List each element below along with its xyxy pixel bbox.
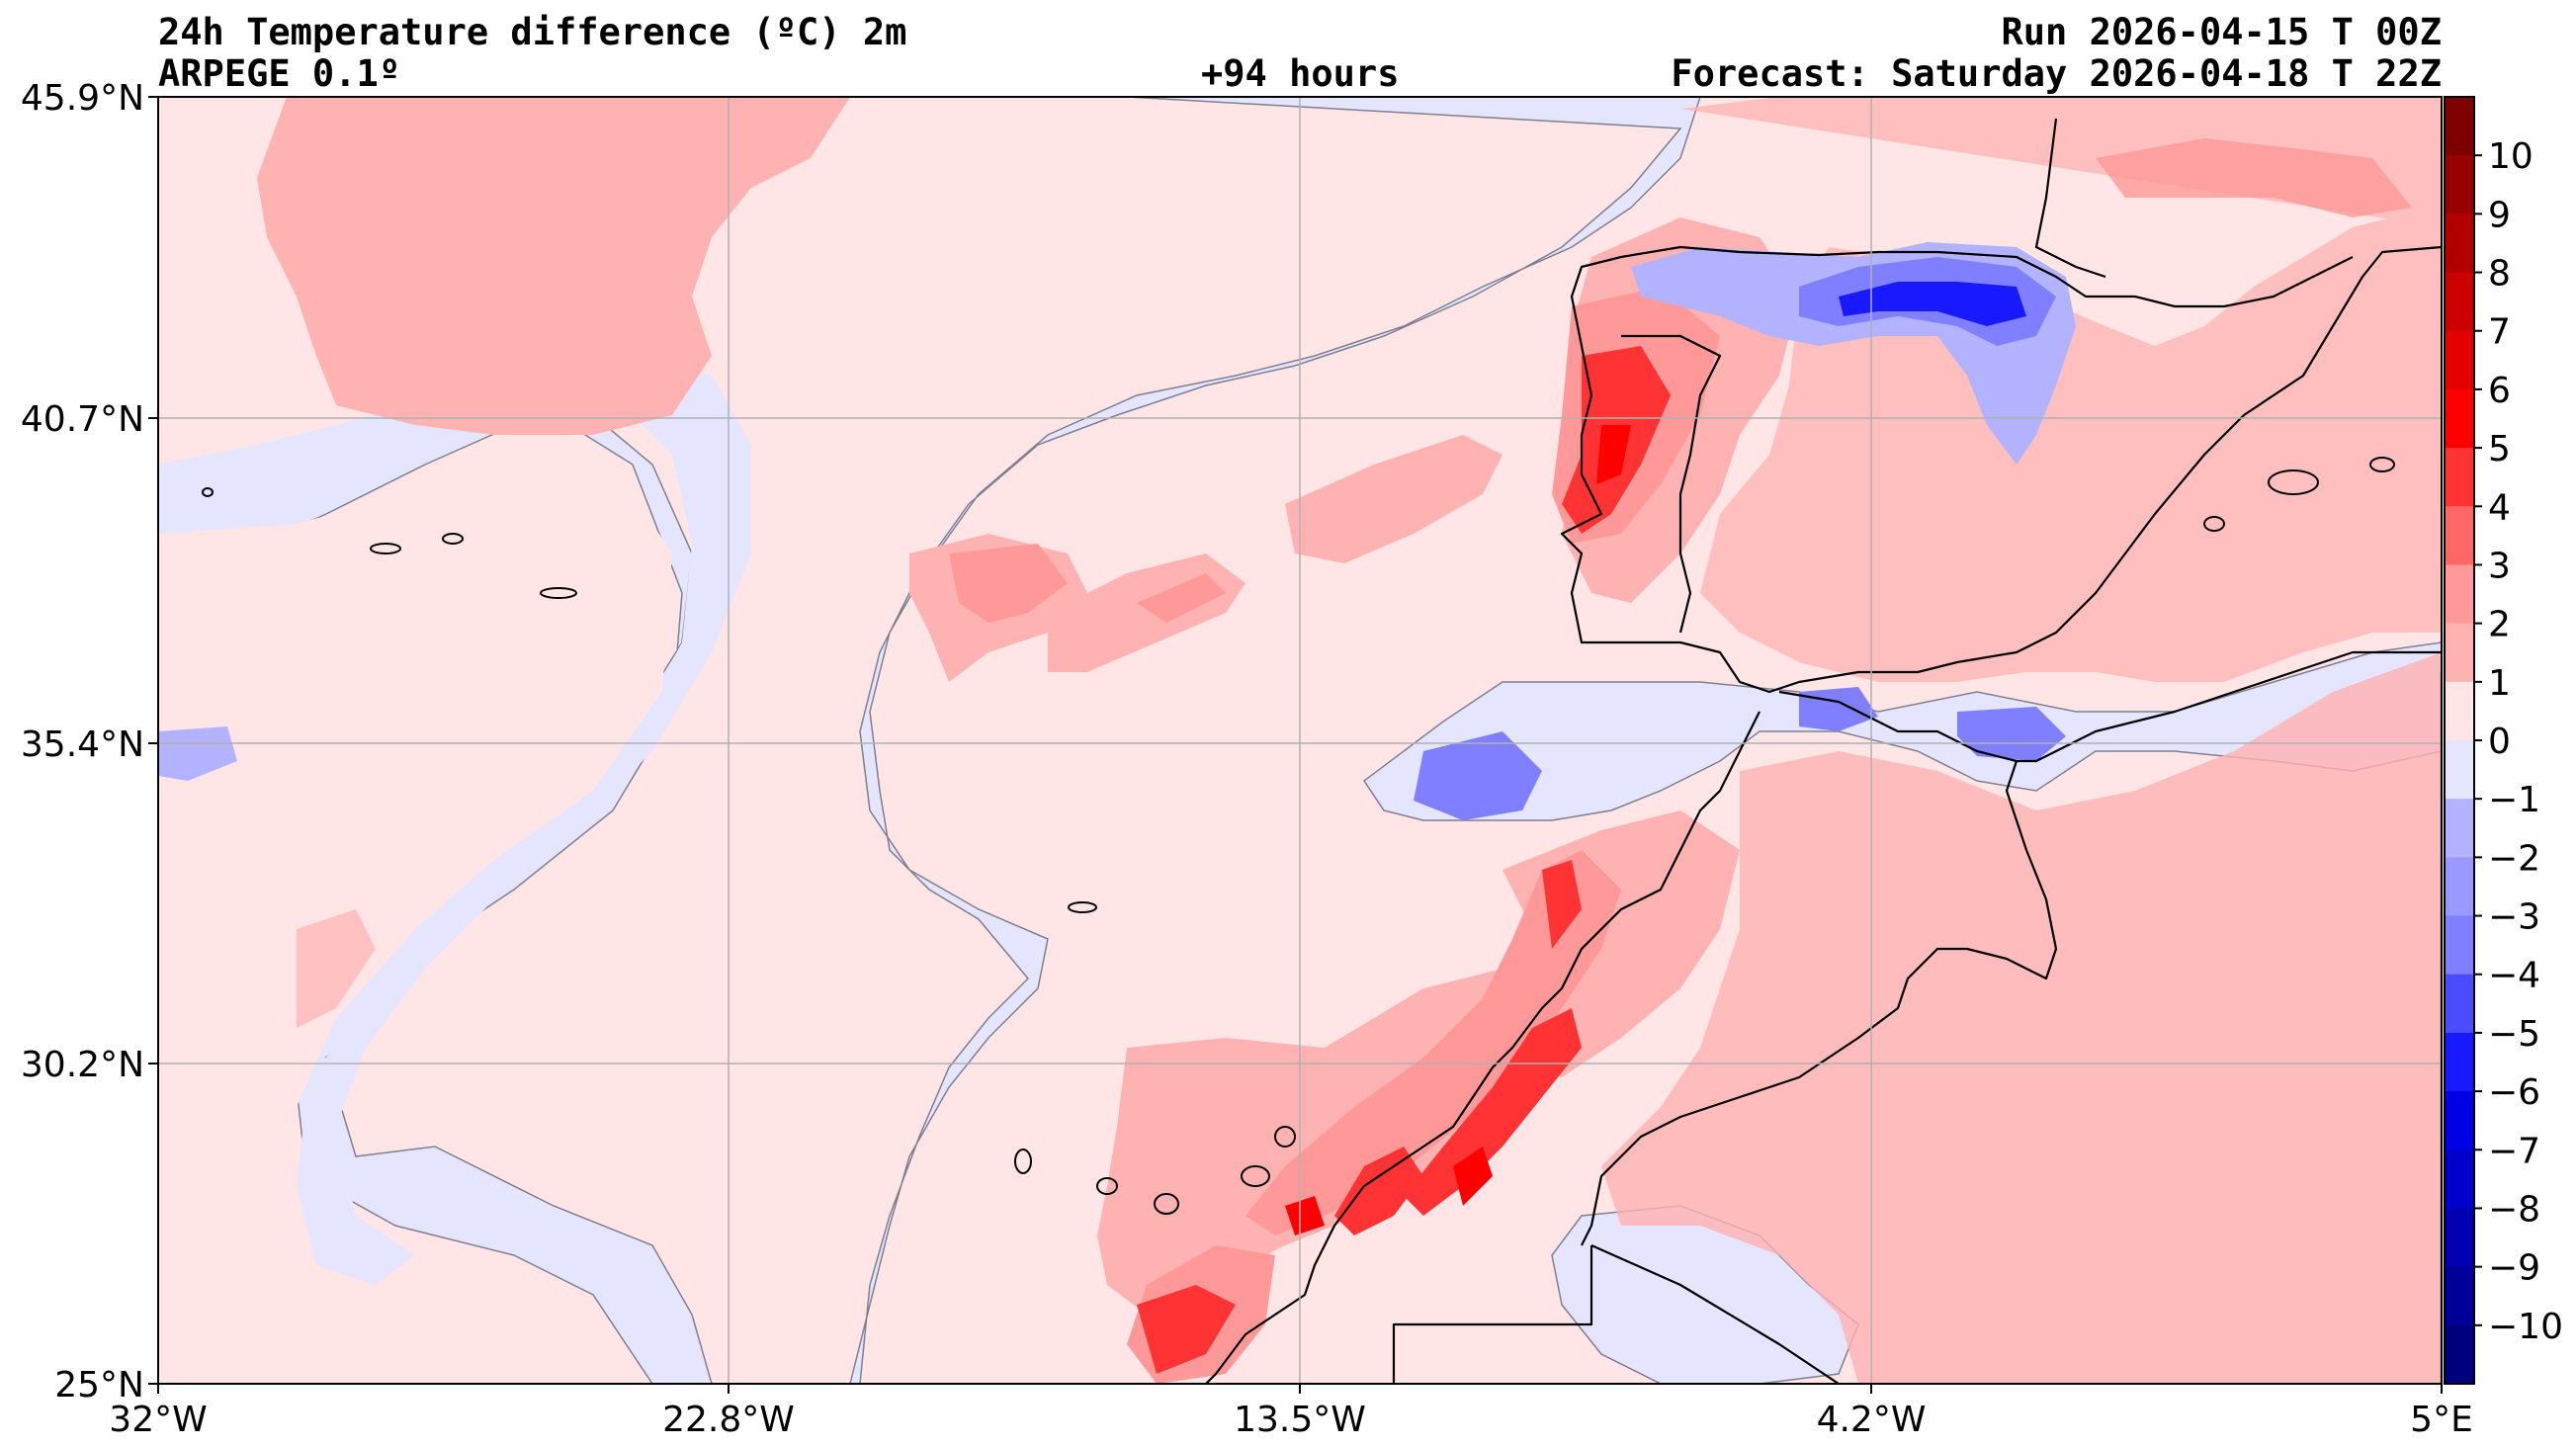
colorbar-swatch <box>2445 799 2474 858</box>
colorbar-swatch <box>2445 915 2474 976</box>
colorbar-swatch <box>2445 388 2474 449</box>
lon-label: 13.5°W <box>1234 1400 1366 1440</box>
lat-label: 35.4°N <box>21 724 144 765</box>
colorbar-tick-label: −5 <box>2488 1014 2540 1055</box>
colorbar-tick-label: −4 <box>2488 956 2540 996</box>
colorbar-tick-label: −7 <box>2488 1131 2540 1171</box>
colorbar-swatch <box>2445 1266 2474 1326</box>
colorbar-tick-label: 9 <box>2488 195 2511 235</box>
colorbar-swatch <box>2445 1208 2474 1268</box>
lon-label: 32°W <box>109 1400 207 1440</box>
colorbar-swatch <box>2445 97 2474 156</box>
forecast-time: Forecast: Saturday 2026-04-18 T 22Z <box>1671 52 2442 95</box>
grid-lines <box>158 97 2442 1384</box>
colorbar-tick-label: −6 <box>2488 1072 2540 1113</box>
colorbar-tick-label: 4 <box>2488 487 2511 528</box>
islands <box>202 457 2395 1215</box>
colorbar-swatch <box>2445 272 2474 332</box>
colorbar-swatch <box>2445 1091 2474 1150</box>
axis-ticks <box>148 96 2443 1394</box>
colorbar-swatch <box>2445 857 2474 917</box>
colorbar-tick-label: 3 <box>2488 546 2511 586</box>
colorbar-tick-label: −9 <box>2488 1248 2540 1289</box>
map-title: 24h Temperature difference (ºC) 2m <box>158 11 907 53</box>
colorbar-tick-label: 6 <box>2488 371 2511 411</box>
lat-label: 40.7°N <box>21 399 144 440</box>
colorbar-swatch <box>2445 213 2474 274</box>
colorbar-swatch <box>2445 1150 2474 1209</box>
colorbar-swatch <box>2445 448 2474 507</box>
colorbar-tick-label: −2 <box>2488 838 2540 879</box>
colorbar-swatch <box>2445 681 2474 741</box>
field-positive-5 <box>1285 425 1631 1235</box>
colorbar-swatch <box>2445 1032 2474 1092</box>
lon-label: 22.8°W <box>662 1400 795 1440</box>
colorbar-tick-label: 1 <box>2488 663 2511 704</box>
lat-label: 45.9°N <box>21 78 144 119</box>
colorbar-swatch <box>2445 740 2474 800</box>
colorbar-tick-label: −10 <box>2488 1307 2563 1347</box>
colorbar-tick-label: 10 <box>2488 136 2533 177</box>
lat-label: 25°N <box>54 1365 144 1405</box>
colorbar-tick-label: 5 <box>2488 429 2511 469</box>
colorbar-tick-label: −1 <box>2488 780 2540 820</box>
colorbar-swatch <box>2445 155 2474 214</box>
colorbar-tick-label: −8 <box>2488 1189 2540 1230</box>
lat-label: 30.2°N <box>21 1045 144 1085</box>
model-name: ARPEGE 0.1º <box>158 52 401 95</box>
lon-label: 5°E <box>2410 1400 2473 1440</box>
colorbar-swatch <box>2445 330 2474 390</box>
colorbar-tick-label: 2 <box>2488 605 2511 645</box>
colorbar-tick-label: 7 <box>2488 312 2511 353</box>
colorbar-tick-label: −3 <box>2488 897 2540 938</box>
colorbar-tick-label: 0 <box>2488 722 2511 762</box>
colorbar-tick-label: 8 <box>2488 254 2511 295</box>
lead-time: +94 hours <box>1201 52 1400 95</box>
colorbar-swatch <box>2445 564 2474 625</box>
colorbar-swatch <box>2445 1324 2474 1385</box>
run-time: Run 2026-04-15 T 00Z <box>2001 11 2442 53</box>
map-plot-area <box>158 97 2442 1384</box>
lon-label: 4.2°W <box>1817 1400 1927 1440</box>
colorbar-swatch <box>2445 506 2474 565</box>
colorbar-swatch <box>2445 623 2474 683</box>
colorbar-swatch <box>2445 974 2474 1034</box>
